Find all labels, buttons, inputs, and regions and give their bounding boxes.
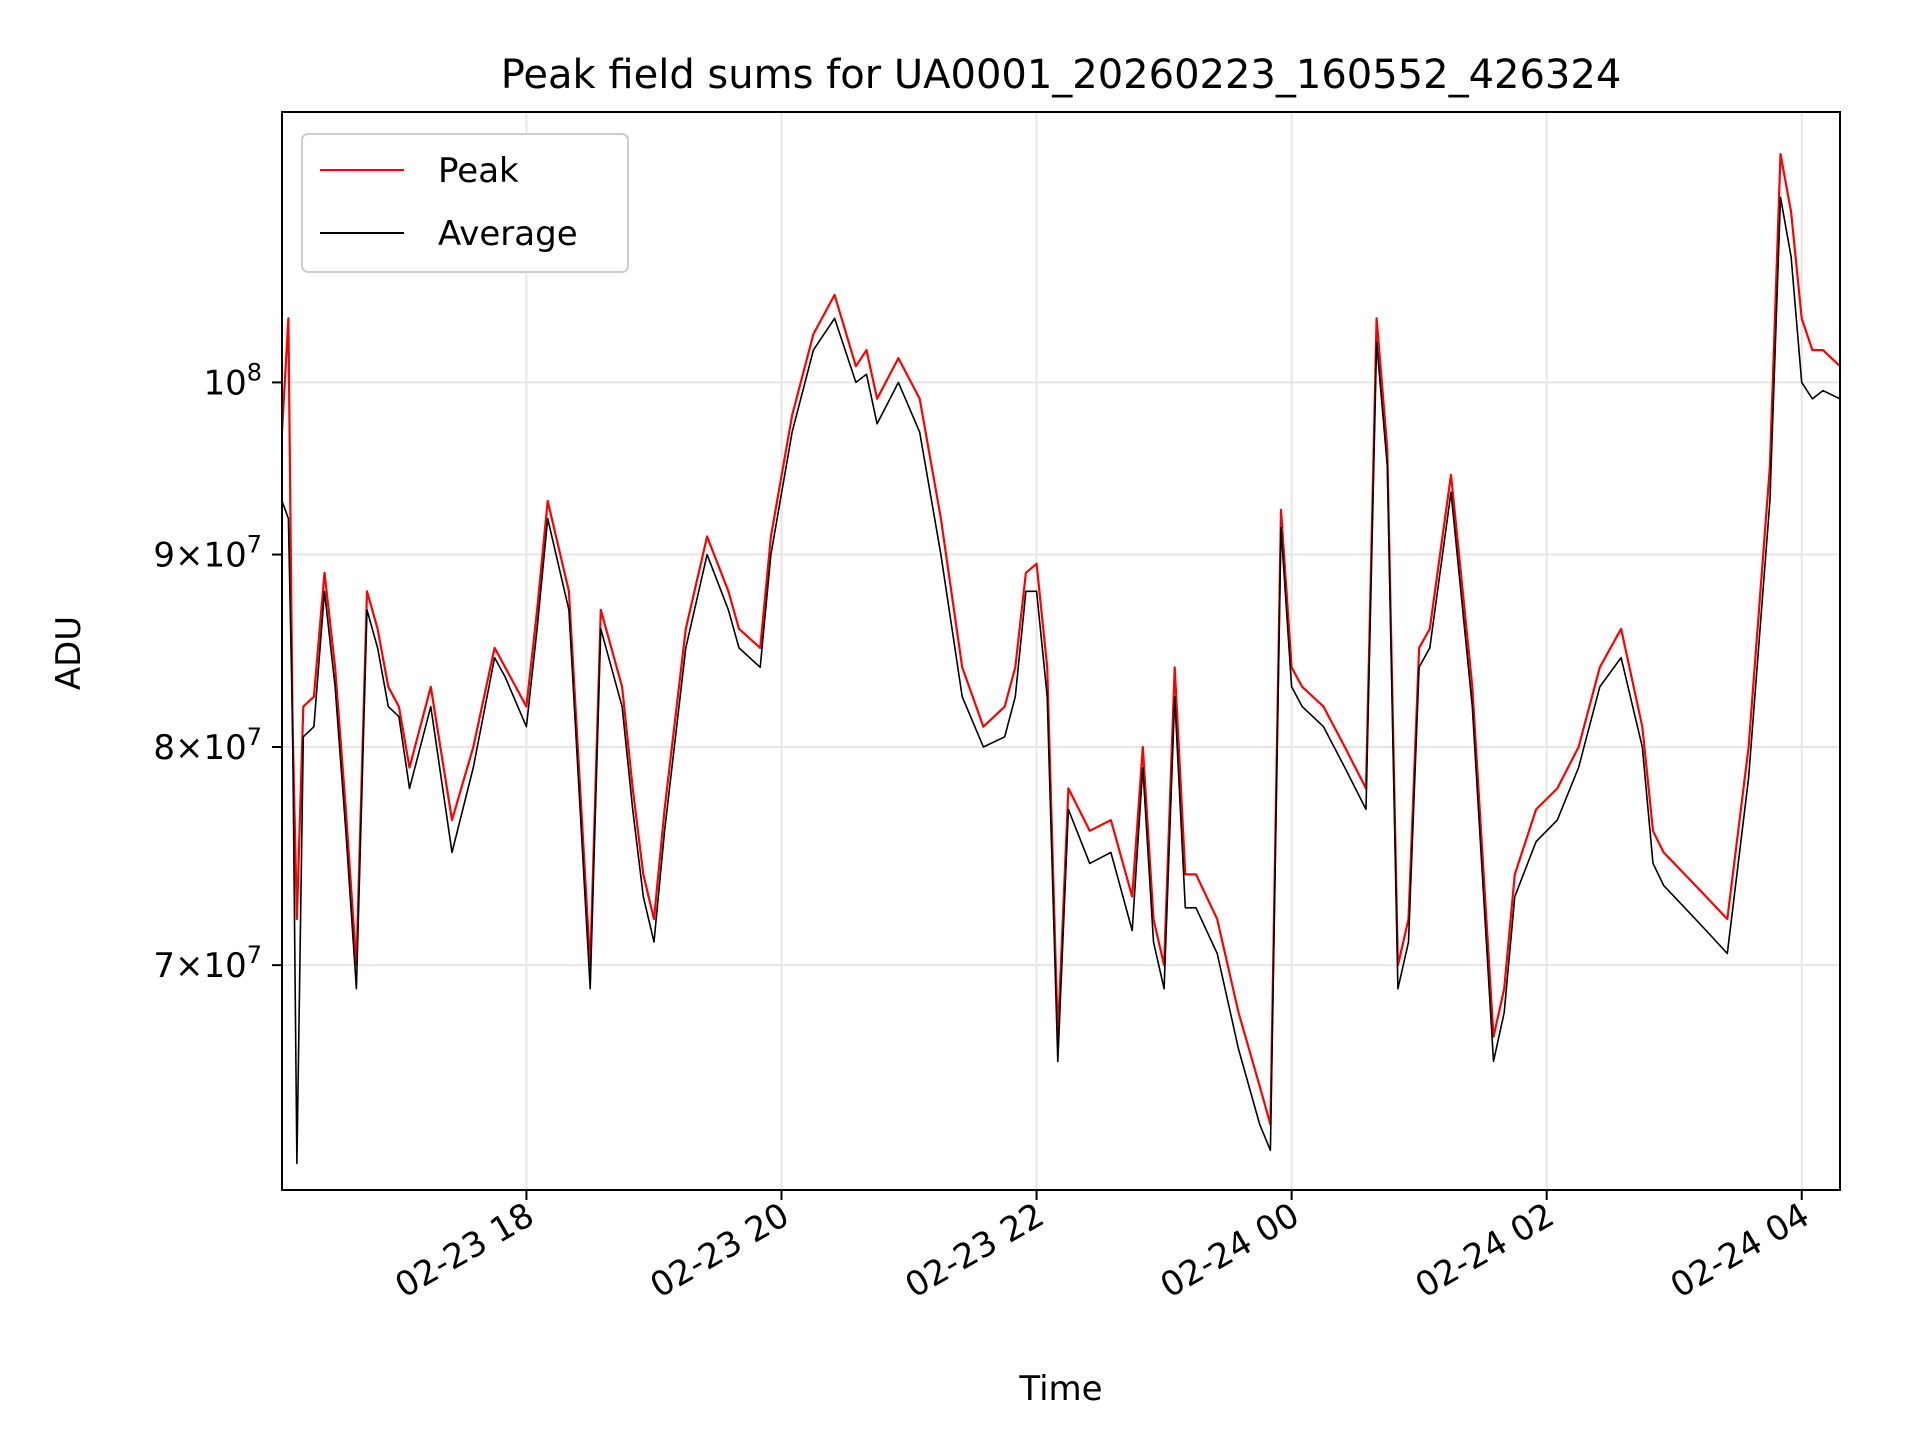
- y-tick-label: 9×107: [153, 531, 262, 576]
- legend-label-peak: Peak: [438, 151, 519, 191]
- legend: Peak Average: [301, 133, 629, 273]
- y-tick-label: 108: [203, 358, 262, 403]
- y-axis-label: ADU: [49, 616, 89, 690]
- chart-title: Peak field sums for UA0001_20260223_1605…: [501, 52, 1622, 98]
- y-tick-label: 7×107: [153, 941, 262, 986]
- series-line-average: [281, 196, 1841, 1165]
- grid-layer: [282, 112, 1840, 1190]
- series-line-peak: [280, 153, 1841, 1126]
- plot-area-frame: [281, 111, 1841, 1191]
- legend-label-average: Average: [438, 214, 578, 254]
- y-tick-label: 8×107: [153, 723, 262, 768]
- x-axis-label: Time: [1018, 1369, 1102, 1409]
- series-layer: [280, 153, 1841, 1165]
- legend-box: [301, 133, 629, 273]
